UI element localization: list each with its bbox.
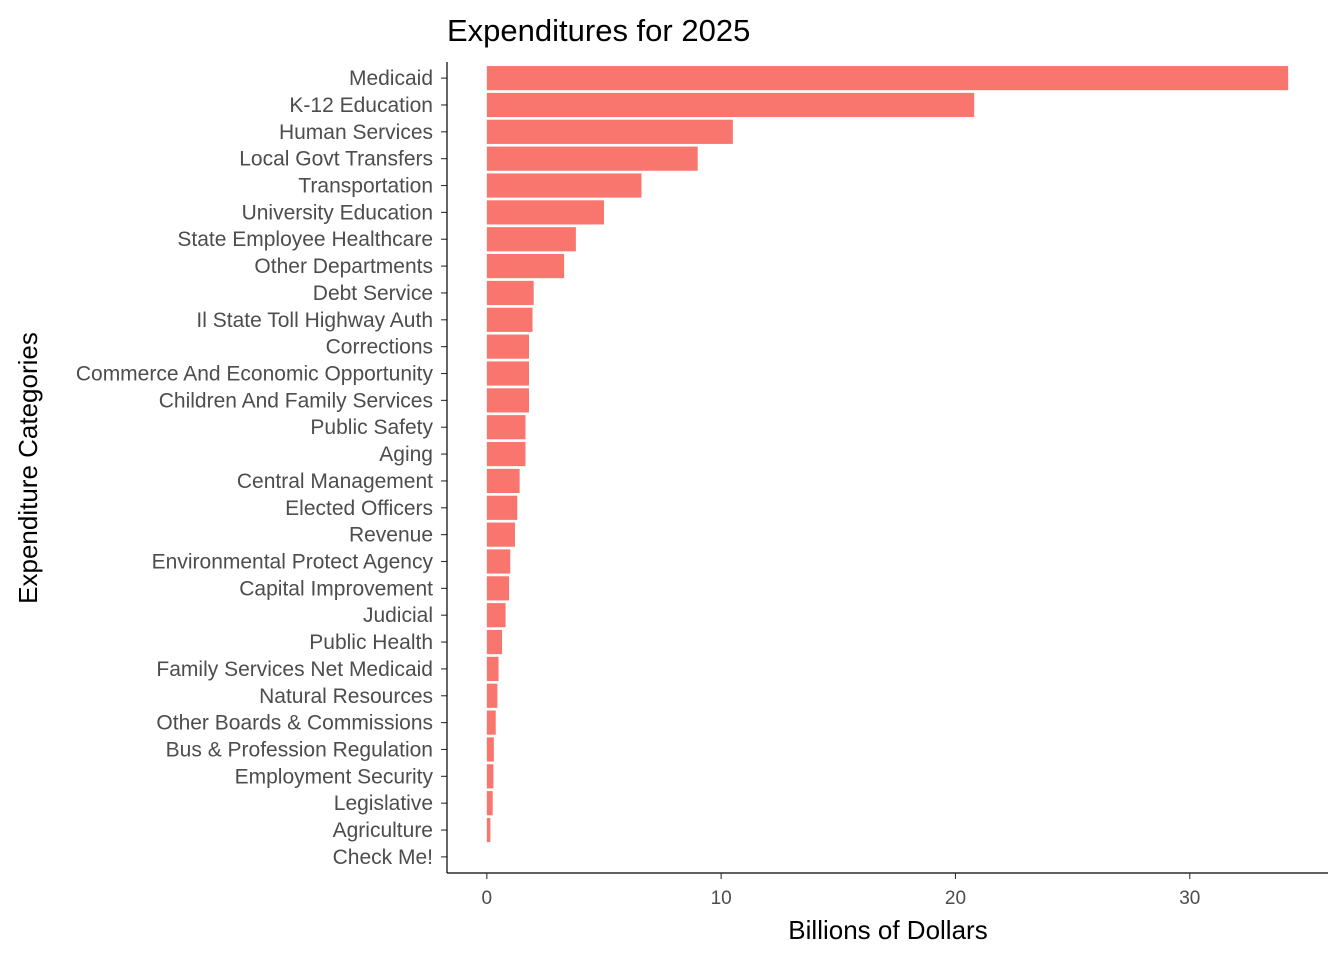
category-label: Corrections	[326, 336, 433, 359]
bars-group	[486, 66, 1289, 843]
bar	[486, 710, 496, 735]
category-label: Environmental Protect Agency	[152, 550, 434, 573]
bar	[486, 468, 520, 494]
bar	[486, 254, 565, 279]
chart-title: Expenditures for 2025	[447, 13, 750, 48]
bar	[486, 764, 494, 789]
y-axis-title: Expenditure Categories	[13, 332, 43, 604]
category-label: Natural Resources	[259, 685, 433, 708]
category-label: Capital Improvement	[239, 577, 433, 600]
x-tick-label: 0	[482, 888, 493, 909]
category-label: Bus & Profession Regulation	[166, 738, 433, 761]
category-label: Family Services Net Medicaid	[156, 658, 433, 681]
category-label: Commerce And Economic Opportunity	[76, 363, 434, 386]
bar	[486, 173, 642, 198]
x-tick-label: 30	[1179, 888, 1200, 909]
category-label: Public Safety	[310, 416, 433, 439]
x-axis-ticks: 0 10 20 30	[482, 873, 1200, 909]
bar	[486, 388, 530, 413]
bar	[486, 66, 1289, 91]
bar	[486, 361, 530, 386]
bar	[486, 791, 493, 816]
category-label: Aging	[379, 443, 433, 466]
bar	[486, 817, 491, 843]
category-label: University Education	[242, 201, 433, 224]
bar	[486, 146, 698, 171]
bar	[486, 307, 533, 332]
category-label: Human Services	[279, 121, 433, 144]
bar	[486, 737, 494, 762]
category-label: State Employee Healthcare	[177, 228, 433, 251]
category-label: Children And Family Services	[159, 389, 433, 412]
bar	[486, 549, 511, 574]
category-label: Local Govt Transfers	[239, 148, 433, 171]
category-label: Elected Officers	[285, 497, 433, 520]
category-label: Medicaid	[349, 67, 433, 90]
bar	[486, 119, 733, 144]
category-label: Debt Service	[313, 282, 433, 305]
category-label: Legislative	[334, 792, 433, 815]
category-label: Transportation	[298, 175, 433, 198]
bar	[486, 629, 503, 655]
bar	[486, 334, 530, 359]
category-labels: Medicaid K-12 Education Human Services Loca…	[76, 67, 447, 869]
bar	[486, 280, 534, 306]
x-tick-label: 10	[711, 888, 732, 909]
x-axis-title: Billions of Dollars	[788, 915, 987, 945]
category-label: Revenue	[349, 524, 433, 547]
bar	[486, 603, 506, 628]
category-label: Employment Security	[235, 765, 434, 788]
category-label: Check Me!	[333, 846, 433, 869]
bar	[486, 495, 518, 520]
bar	[486, 92, 975, 118]
category-label: Other Departments	[254, 255, 433, 278]
bar	[486, 227, 576, 252]
category-label: Other Boards & Commissions	[156, 712, 433, 735]
category-label: Il State Toll Highway Auth	[196, 309, 433, 332]
x-tick-label: 20	[945, 888, 966, 909]
category-label: Agriculture	[333, 819, 433, 842]
bar	[486, 415, 526, 440]
bar	[486, 200, 604, 225]
bar	[486, 522, 515, 547]
bar	[486, 576, 510, 601]
category-label: Public Health	[309, 631, 433, 654]
bar	[486, 656, 499, 681]
bar	[486, 683, 498, 708]
category-label: K-12 Education	[289, 94, 433, 117]
category-label: Judicial	[363, 604, 433, 627]
category-label: Central Management	[237, 470, 433, 493]
bar	[486, 441, 526, 467]
